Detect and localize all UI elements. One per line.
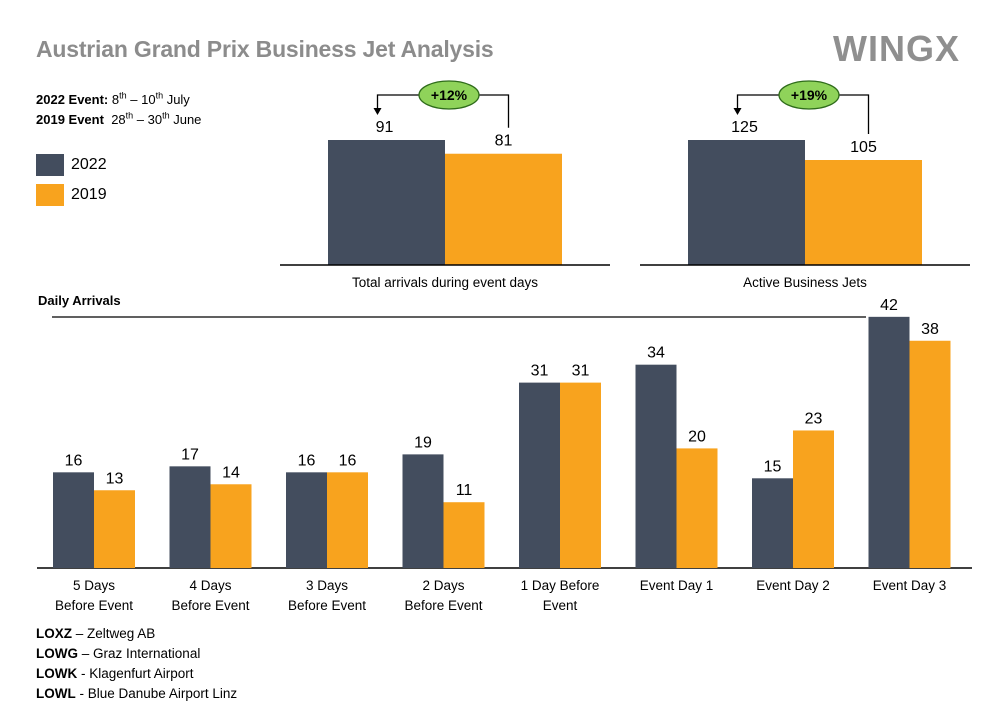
data-label: 31 <box>572 363 590 380</box>
event-2022-dates: 8th – 10th July <box>111 90 190 107</box>
bar-2022 <box>286 472 327 568</box>
axis-label: Active Business Jets <box>743 275 867 290</box>
data-label: 125 <box>731 119 758 136</box>
arrow-head-icon <box>733 108 742 115</box>
airport-code-row: LOWK - Klagenfurt Airport <box>36 666 194 681</box>
change-badge-label: +19% <box>791 87 828 103</box>
legend-item-2022: 2022 <box>36 153 107 177</box>
category-label: Before Event <box>171 598 249 613</box>
page-title: Austrian Grand Prix Business Jet Analysi… <box>36 36 494 62</box>
bar-2022 <box>688 140 805 265</box>
data-label: 20 <box>688 428 706 445</box>
event-2019-line: 2019 Event 28th – 30th June <box>36 110 202 127</box>
data-label: 23 <box>805 410 823 427</box>
bar-2019 <box>443 502 485 568</box>
bar-2019 <box>445 153 562 265</box>
category-label: 4 Days <box>189 578 231 593</box>
data-label: 34 <box>647 345 665 362</box>
category-label: Before Event <box>288 598 366 613</box>
bar-2022 <box>53 472 94 568</box>
data-label: 81 <box>495 133 513 150</box>
bar-2019 <box>805 160 922 265</box>
bar-2022 <box>635 364 677 568</box>
data-label: 38 <box>921 321 939 338</box>
airport-code-row: LOWG – Graz International <box>36 646 201 661</box>
bar-2022 <box>328 140 445 265</box>
data-label: 16 <box>298 452 316 469</box>
legend-label-2022: 2022 <box>71 156 107 173</box>
bar-2022 <box>402 454 444 568</box>
data-label: 19 <box>414 434 432 451</box>
event-2019-dates: 28th – 30th June <box>111 110 202 127</box>
data-label: 15 <box>764 458 782 475</box>
daily-arrivals-heading: Daily Arrivals <box>38 293 121 308</box>
airport-code-row: LOWL - Blue Danube Airport Linz <box>36 686 238 701</box>
bar-2019 <box>327 472 368 568</box>
bar-2019 <box>793 430 834 568</box>
legend-swatch-2019 <box>36 184 64 206</box>
arrow-head-icon <box>373 108 382 115</box>
data-label: 11 <box>456 482 473 499</box>
event-2022-line: 2022 Event: 8th – 10th July <box>36 90 190 107</box>
data-label: 16 <box>339 452 357 469</box>
data-label: 31 <box>531 363 549 380</box>
bar-2022 <box>169 466 211 568</box>
data-label: 14 <box>222 464 240 481</box>
category-label: 1 Day Before <box>521 578 600 593</box>
bar-2019 <box>210 484 252 568</box>
data-label: 17 <box>181 446 199 463</box>
category-label: Event Day 3 <box>873 578 947 593</box>
change-badge <box>778 80 840 110</box>
category-label: 5 Days <box>73 578 115 593</box>
change-badge-label: +12% <box>431 87 468 103</box>
bar-2019 <box>94 490 135 568</box>
legend-item-2019: 2019 <box>36 183 107 207</box>
data-label: 16 <box>65 452 83 469</box>
event-2022-label: 2022 Event: <box>36 92 109 107</box>
bar-2022 <box>752 478 793 568</box>
change-badge <box>418 80 480 110</box>
brand-logo: WINGX <box>833 28 960 69</box>
category-label: 3 Days <box>306 578 348 593</box>
category-label: Before Event <box>55 598 133 613</box>
category-label: Event Day 1 <box>640 578 714 593</box>
data-label: 13 <box>106 470 124 487</box>
bar-2019 <box>909 340 951 568</box>
airport-code-row: LOXZ – Zeltweg AB <box>36 626 156 641</box>
event-2019-label: 2019 Event <box>36 112 104 127</box>
data-label: 105 <box>850 139 877 156</box>
category-label: Event <box>543 598 578 613</box>
category-label: Event Day 2 <box>756 578 830 593</box>
axis-label: Total arrivals during event days <box>352 275 538 290</box>
legend-swatch-2022 <box>36 154 64 176</box>
category-label: 2 Days <box>422 578 464 593</box>
bar-2019 <box>560 382 601 568</box>
bar-2022 <box>519 382 560 568</box>
data-label: 91 <box>376 119 394 136</box>
data-label: 42 <box>880 297 898 314</box>
bar-2019 <box>676 448 718 568</box>
legend-label-2019: 2019 <box>71 186 107 203</box>
bar-2022 <box>868 316 910 568</box>
category-label: Before Event <box>404 598 482 613</box>
